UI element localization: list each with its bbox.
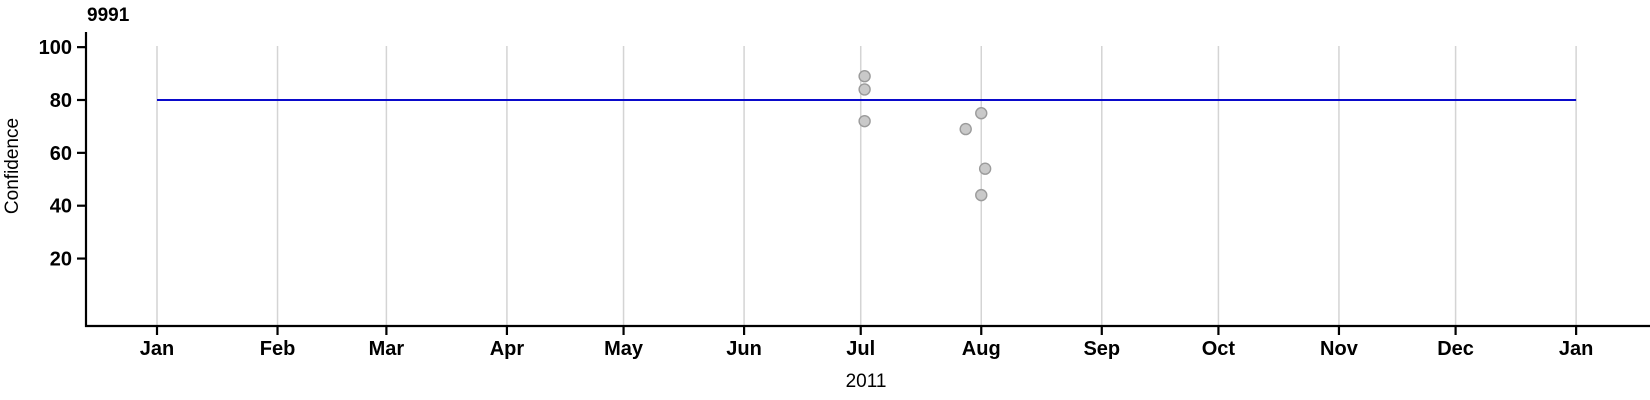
y-tick-label: 40 (50, 196, 72, 218)
x-tick-label: Mar (369, 338, 405, 360)
y-tick-label: 60 (50, 143, 72, 165)
x-tick-label: Sep (1083, 338, 1120, 360)
x-tick-label: Jun (726, 338, 762, 360)
x-tick-label: Aug (962, 338, 1001, 360)
data-point (858, 70, 871, 83)
x-tick-label: Apr (490, 338, 525, 360)
x-tick-label: Oct (1202, 338, 1236, 360)
x-tick-label: Jan (1559, 338, 1593, 360)
x-tick-label: May (604, 338, 644, 360)
data-point (975, 107, 988, 120)
x-tick-label: Nov (1320, 338, 1359, 360)
data-point (975, 188, 988, 202)
chart-title: 9991 (87, 5, 130, 26)
data-point (978, 162, 992, 175)
x-axis-label: 2011 (845, 371, 887, 392)
x-tick-label: Jan (140, 338, 174, 360)
x-tick-label: Dec (1437, 338, 1474, 360)
data-point (858, 114, 871, 128)
y-tick-label: 80 (50, 90, 72, 112)
x-tick-label: Feb (260, 338, 296, 360)
y-tick-label: 100 (39, 37, 72, 59)
y-tick-label: 20 (50, 249, 72, 271)
data-point (959, 122, 972, 136)
data-point (858, 83, 871, 96)
x-tick-label: Jul (846, 338, 875, 360)
